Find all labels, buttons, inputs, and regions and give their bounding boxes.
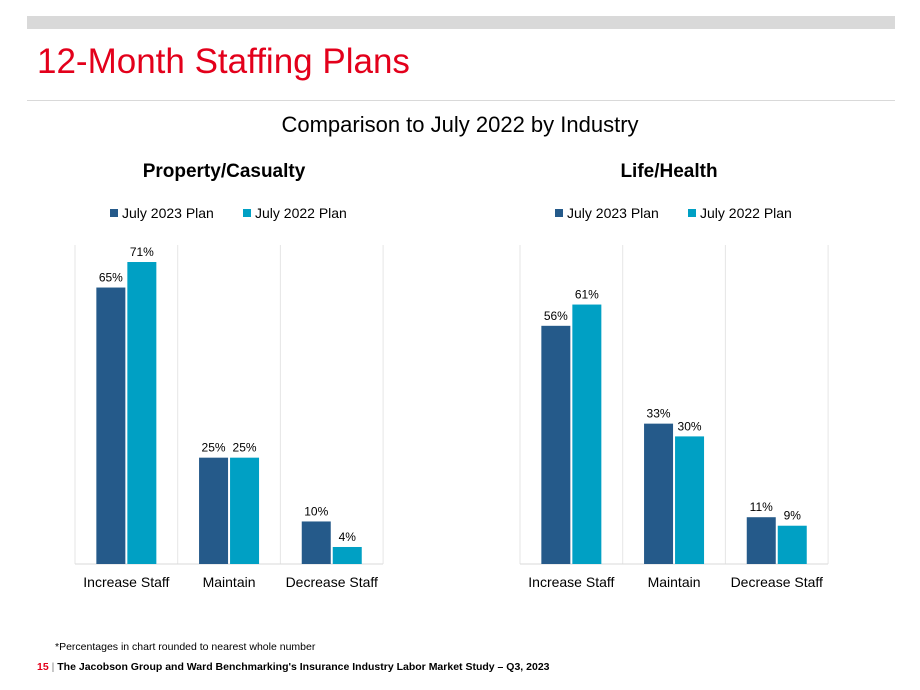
bar-july-2023-plan-increase-staff <box>541 325 571 564</box>
data-label-july-2022-plan-decrease-staff: 9% <box>784 509 802 523</box>
bar-july-2023-plan-maintain <box>199 457 229 564</box>
x-tick-label-decrease-staff: Decrease Staff <box>286 574 378 590</box>
title-divider <box>27 100 895 101</box>
footer: 15 | The Jacobson Group and Ward Benchma… <box>37 661 550 673</box>
data-label-july-2022-plan-increase-staff: 61% <box>575 288 599 302</box>
data-label-july-2022-plan-maintain: 30% <box>678 419 702 433</box>
data-label-july-2023-plan-decrease-staff: 10% <box>304 504 328 518</box>
data-label-july-2022-plan-increase-staff: 71% <box>130 245 154 259</box>
bar-july-2022-plan-decrease-staff <box>777 525 807 564</box>
x-tick-label-maintain: Maintain <box>203 574 256 590</box>
page-title: 12-Month Staffing Plans <box>37 42 410 81</box>
chart-subtitle: Comparison to July 2022 by Industry <box>281 112 639 137</box>
bar-july-2023-plan-increase-staff <box>96 287 126 564</box>
footer-separator: | <box>51 661 55 673</box>
x-tick-label-maintain: Maintain <box>648 574 701 590</box>
legend-label-july-2023-plan: July 2023 Plan <box>567 205 659 221</box>
data-label-july-2023-plan-maintain: 25% <box>202 441 226 455</box>
data-label-july-2022-plan-maintain: 25% <box>233 441 257 455</box>
data-label-july-2023-plan-increase-staff: 65% <box>99 271 123 285</box>
footnote: *Percentages in chart rounded to nearest… <box>55 641 316 653</box>
bar-july-2022-plan-decrease-staff <box>332 546 362 564</box>
chart-title: Life/Health <box>620 161 717 182</box>
bar-july-2023-plan-maintain <box>644 423 674 564</box>
footer-source: The Jacobson Group and Ward Benchmarking… <box>57 661 550 673</box>
legend-swatch-july-2022-plan <box>688 209 696 217</box>
legend-label-july-2022-plan: July 2022 Plan <box>255 205 347 221</box>
chart-title: Property/Casualty <box>143 161 306 182</box>
top-accent-bar <box>27 16 895 29</box>
bar-july-2023-plan-decrease-staff <box>301 521 331 564</box>
chart-property-casualty: Property/Casualty July 2023 Plan July 2022… <box>74 161 384 590</box>
legend-swatch-july-2022-plan <box>243 209 251 217</box>
bar-july-2022-plan-maintain <box>675 436 705 564</box>
legend-swatch-july-2023-plan <box>110 209 118 217</box>
legend-swatch-july-2023-plan <box>555 209 563 217</box>
data-label-july-2023-plan-decrease-staff: 11% <box>750 500 773 514</box>
page-number: 15 <box>37 661 49 673</box>
bar-july-2022-plan-increase-staff <box>127 262 157 564</box>
bar-july-2023-plan-decrease-staff <box>746 517 776 564</box>
data-label-july-2023-plan-maintain: 33% <box>647 407 671 421</box>
x-tick-label-increase-staff: Increase Staff <box>528 574 614 590</box>
data-label-july-2023-plan-increase-staff: 56% <box>544 309 568 323</box>
bar-july-2022-plan-maintain <box>230 457 260 564</box>
legend-label-july-2023-plan: July 2023 Plan <box>122 205 214 221</box>
bar-july-2022-plan-increase-staff <box>572 304 602 564</box>
chart-life-health: Life/Health July 2023 Plan July 2022 Plan 5… <box>519 161 829 590</box>
legend-label-july-2022-plan: July 2022 Plan <box>700 205 792 221</box>
data-label-july-2022-plan-decrease-staff: 4% <box>339 530 357 544</box>
x-tick-label-increase-staff: Increase Staff <box>83 574 169 590</box>
x-tick-label-decrease-staff: Decrease Staff <box>731 574 823 590</box>
